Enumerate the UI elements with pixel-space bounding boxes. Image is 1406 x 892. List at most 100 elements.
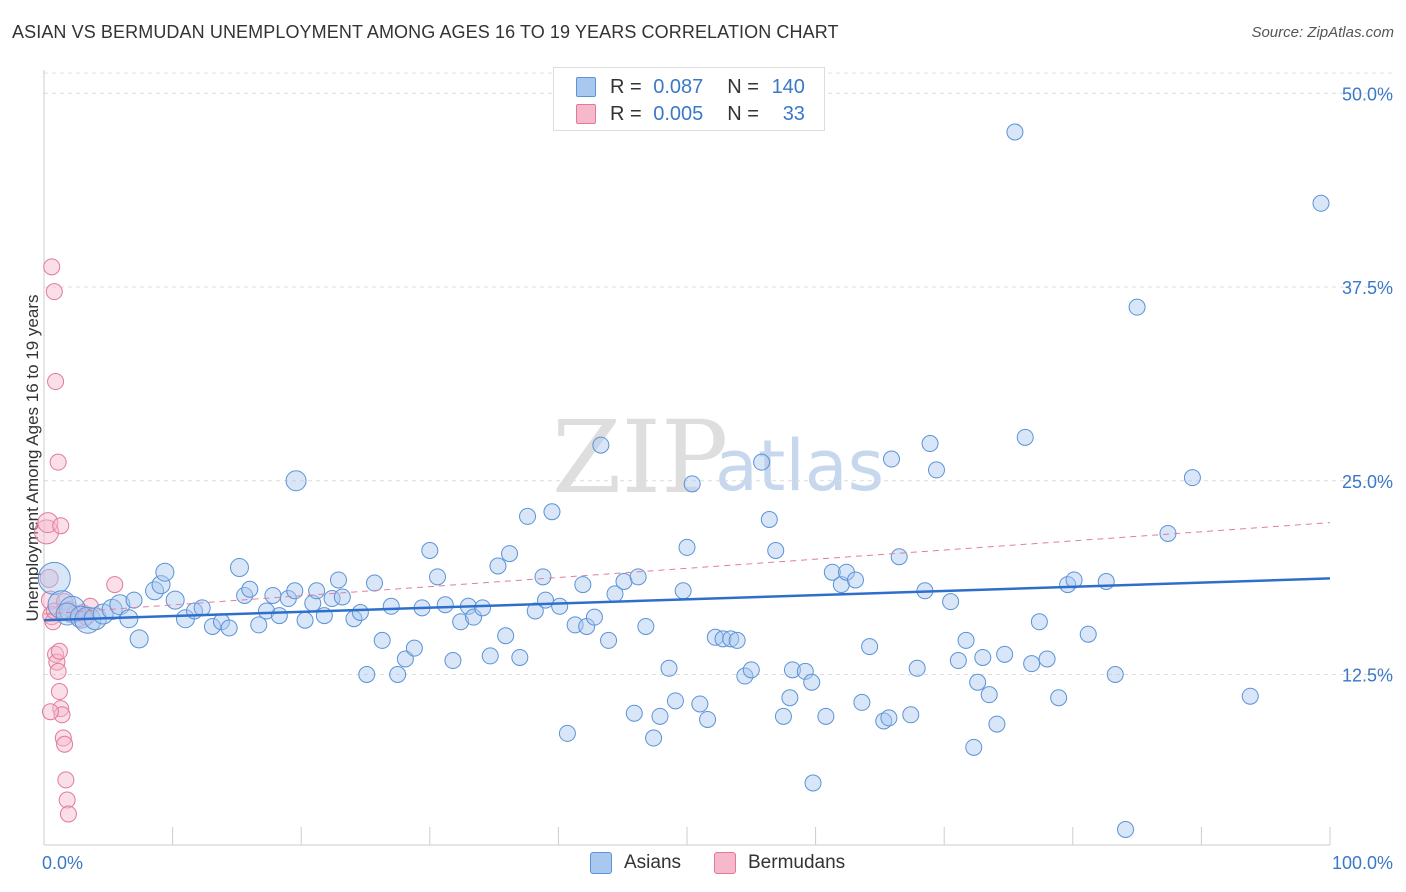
asian-point <box>902 706 920 724</box>
asian-point <box>193 599 211 617</box>
bermudan-point <box>49 662 67 680</box>
asian-point <box>651 707 669 725</box>
asian-point <box>489 557 507 575</box>
asian-point <box>1159 524 1177 542</box>
asian-point <box>543 503 561 521</box>
asian-point <box>308 582 326 600</box>
asian-point <box>660 659 678 677</box>
asian-point <box>683 475 701 493</box>
bottom-legend-label-bermudans: Bermudans <box>748 852 846 873</box>
asian-point <box>329 571 347 589</box>
legend-r-value: 0.005 <box>653 102 704 125</box>
y-tick-label: 12.5% <box>1342 666 1393 686</box>
source-credit: Source: ZipAtlas.com <box>1251 24 1394 41</box>
asian-point <box>921 435 939 453</box>
asian-point <box>250 616 268 634</box>
asian-point <box>1006 123 1024 141</box>
bottom-legend-bermudans: Bermudans <box>714 851 845 875</box>
bermudan-point <box>58 791 76 809</box>
asian-point <box>526 602 544 620</box>
asian-point <box>1030 613 1048 631</box>
asian-point <box>405 639 423 657</box>
asian-point <box>861 638 879 656</box>
asian-point <box>882 450 900 468</box>
bermudan-point <box>52 517 70 535</box>
asian-point <box>942 593 960 611</box>
chart-title: ASIAN VS BERMUDAN UNEMPLOYMENT AMONG AGE… <box>12 22 839 42</box>
asian-point <box>264 586 282 604</box>
asian-point <box>781 689 799 707</box>
asian-point <box>796 662 814 680</box>
asian-point <box>774 707 792 725</box>
asian-point <box>742 661 760 679</box>
legend-r-value: 0.087 <box>653 75 704 98</box>
asian-point <box>846 571 864 589</box>
bermudan-point <box>56 735 74 753</box>
asian-point <box>551 597 569 615</box>
asian-point <box>629 568 647 586</box>
asian-point <box>615 573 633 590</box>
asian-point <box>519 507 537 525</box>
asian-point <box>637 617 655 635</box>
bermudan-point <box>45 283 63 301</box>
legend-swatch-bermudans <box>576 104 596 124</box>
bottom-legend-swatch-bermudans <box>714 852 736 874</box>
asian-point <box>429 568 447 586</box>
asian-point <box>285 470 307 492</box>
asian-point <box>537 591 555 609</box>
asian-point <box>351 604 369 621</box>
bermudan-point <box>39 568 59 588</box>
bermudan-point <box>41 703 59 721</box>
asian-point <box>753 453 771 471</box>
asian-point <box>969 673 987 691</box>
legend-swatch-asians <box>576 77 596 97</box>
asian-point <box>880 709 898 727</box>
asian-point <box>691 695 709 713</box>
legend-r-label: R = <box>610 102 642 125</box>
asian-point <box>444 652 462 670</box>
asian-point <box>129 629 149 649</box>
asian-point <box>358 666 376 683</box>
asian-point <box>229 558 249 578</box>
asian-point <box>452 613 470 631</box>
asian-point <box>760 511 778 528</box>
asian-point <box>389 666 407 683</box>
asian-point <box>1016 428 1034 446</box>
asian-point <box>421 542 439 559</box>
asian-point <box>1023 655 1041 673</box>
asian-point <box>474 599 492 617</box>
bermudan-point <box>57 771 75 789</box>
asian-point <box>666 692 684 710</box>
trend-lines <box>43 522 1331 622</box>
asian-point <box>511 648 529 666</box>
asian-point <box>890 548 908 566</box>
asian-point <box>957 631 975 649</box>
asian-point <box>988 715 1006 733</box>
legend-row-bermudans: R = 0.005 N = 33 <box>576 102 805 126</box>
asian-point <box>373 631 391 649</box>
legend-n-label: N = <box>727 75 759 98</box>
asian-point <box>1050 689 1068 707</box>
asian-point <box>220 619 238 637</box>
bermudan-point <box>50 642 68 660</box>
asian-point <box>645 729 663 747</box>
asian-point <box>699 710 717 728</box>
asians-trend-line <box>43 577 1331 622</box>
asian-point <box>1241 687 1259 705</box>
bermudan-point <box>106 576 124 594</box>
bermudan-point <box>40 590 60 610</box>
asian-point <box>241 580 259 598</box>
asian-point <box>949 652 967 670</box>
asian-point <box>1079 625 1097 643</box>
asian-point <box>1183 469 1201 487</box>
asian-point <box>767 542 785 559</box>
asian-point <box>853 693 871 711</box>
asian-point <box>804 774 822 792</box>
asian-point <box>722 630 740 648</box>
asian-point <box>927 461 945 479</box>
asian-point <box>286 582 304 600</box>
asian-point <box>736 667 754 685</box>
bermudan-point <box>54 729 72 747</box>
asian-point <box>257 602 275 620</box>
asian-point <box>333 588 351 606</box>
